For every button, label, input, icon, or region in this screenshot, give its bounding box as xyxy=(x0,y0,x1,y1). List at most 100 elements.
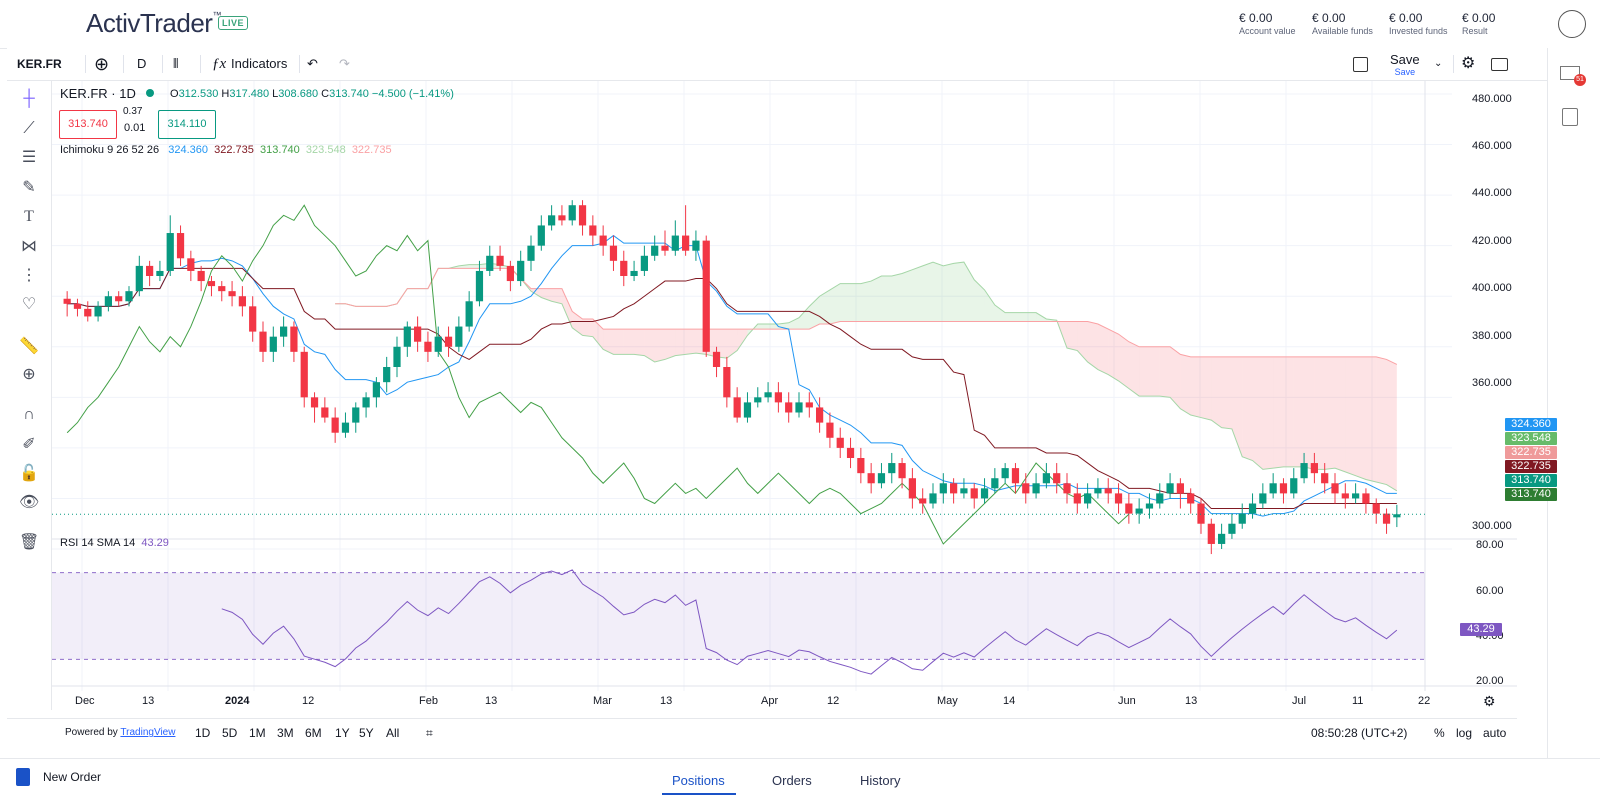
time-tick: Jul xyxy=(1292,695,1307,707)
candle-body xyxy=(919,498,927,504)
ichimoku-cloud xyxy=(1355,356,1366,480)
time-tick: May xyxy=(937,695,958,707)
ichimoku-cloud xyxy=(469,264,480,269)
candle-body xyxy=(259,331,267,352)
eye-icon[interactable]: 👁 xyxy=(19,494,40,511)
ichimoku-cloud xyxy=(551,288,562,304)
candle-body xyxy=(558,215,566,221)
candle-body xyxy=(960,488,968,494)
compare-add-icon[interactable]: ⊕ xyxy=(94,54,110,74)
ichimoku-cloud xyxy=(768,324,779,330)
range-5d[interactable]: 5D xyxy=(222,726,238,740)
candle-body xyxy=(774,392,782,403)
candle-body xyxy=(383,367,391,383)
rsi-band xyxy=(52,572,1425,660)
undo-icon[interactable]: ↶ xyxy=(307,56,318,71)
ichimoku-cloud xyxy=(1314,356,1325,470)
save-button[interactable]: Save Save xyxy=(1390,52,1420,77)
redo-icon[interactable]: ↷ xyxy=(339,56,350,71)
ichimoku-cloud xyxy=(685,329,696,355)
candle-body xyxy=(785,402,793,413)
ichimoku-cloud xyxy=(1180,354,1191,416)
ruler-icon[interactable]: 📏 xyxy=(19,338,39,355)
tab-history[interactable]: History xyxy=(860,773,901,788)
profile-icon[interactable] xyxy=(1558,10,1586,38)
candle-body xyxy=(743,402,752,418)
ichimoku-cloud xyxy=(726,329,738,359)
candle-body xyxy=(135,265,143,292)
layout-icon[interactable] xyxy=(1353,48,1368,80)
rsi-legend[interactable]: RSI 14 SMA 14 43.29 xyxy=(60,537,169,549)
candle-body xyxy=(1104,488,1112,494)
ichimoku-cloud xyxy=(788,317,799,330)
camera-icon[interactable] xyxy=(1491,48,1508,80)
range-1d[interactable]: 1D xyxy=(195,726,211,740)
news-icon[interactable] xyxy=(1562,108,1578,126)
trendline-icon[interactable]: ⟋ xyxy=(23,120,35,137)
chevron-down-icon[interactable]: ⌄ xyxy=(1434,58,1443,69)
log-toggle[interactable]: log xyxy=(1456,726,1473,740)
magnet-icon[interactable]: ∩ xyxy=(23,406,35,423)
ichimoku-cloud xyxy=(1242,356,1253,461)
candle-body xyxy=(444,336,453,347)
settings-icon[interactable]: ⚙ xyxy=(1483,693,1496,709)
range-3m[interactable]: 3M xyxy=(277,726,294,740)
stay-drawing-icon[interactable]: ✐ xyxy=(22,436,36,453)
chart-pane[interactable]: KER.FR · 1D O312.530 H317.480 L308.680 C… xyxy=(52,81,1557,710)
trash-icon[interactable]: 🗑 xyxy=(19,534,40,551)
indicators-icon[interactable]: ƒx xyxy=(212,56,227,72)
indicators-button[interactable]: Indicators xyxy=(231,56,288,71)
mail-icon[interactable] xyxy=(1560,66,1580,80)
text-icon[interactable]: T xyxy=(24,208,34,225)
time-tick: 14 xyxy=(1003,695,1016,707)
percent-toggle[interactable]: % xyxy=(1434,726,1445,740)
candle-body xyxy=(517,260,525,282)
tab-orders[interactable]: Orders xyxy=(772,773,812,788)
settings-icon[interactable]: ⚙ xyxy=(1461,55,1476,72)
clock-time[interactable]: 08:50:28 (UTC+2) xyxy=(1311,726,1408,740)
heart-icon[interactable]: ♡ xyxy=(21,296,37,313)
prediction-icon[interactable]: ⋮ xyxy=(21,267,37,284)
ichimoku-cloud xyxy=(1324,356,1335,470)
legend-title[interactable]: KER.FR · 1D xyxy=(60,86,136,101)
range-all[interactable]: All xyxy=(386,726,400,740)
auto-toggle[interactable]: auto xyxy=(1483,726,1507,740)
available-funds: € 0.00 Available funds xyxy=(1312,11,1373,36)
pattern-icon[interactable]: ⋈ xyxy=(21,238,37,255)
range-5y[interactable]: 5Y xyxy=(359,726,374,740)
candle-body xyxy=(1042,473,1050,484)
candle-body xyxy=(991,478,999,489)
zoom-icon[interactable]: ⊕ xyxy=(22,366,36,383)
fib-icon[interactable]: ☰ xyxy=(21,149,37,166)
buy-button[interactable]: 314.110 xyxy=(158,110,216,139)
price-chart[interactable] xyxy=(52,81,1517,710)
brand-logo[interactable]: ActivTrader™ xyxy=(86,8,221,38)
ichimoku-cloud xyxy=(634,329,645,356)
range-1m[interactable]: 1M xyxy=(249,726,266,740)
sell-button[interactable]: 313.740 xyxy=(59,110,117,139)
candle-body xyxy=(836,437,844,448)
candle-body xyxy=(475,270,484,302)
time-tick: 11 xyxy=(1352,695,1364,707)
rsi-tick: 20.00 xyxy=(1476,675,1504,687)
range-6m[interactable]: 6M xyxy=(305,726,322,740)
brush-icon[interactable]: ✎ xyxy=(22,179,36,196)
ichimoku-cloud xyxy=(1097,324,1109,375)
goto-date-icon[interactable]: ⌗ xyxy=(426,726,433,740)
ichimoku-legend[interactable]: Ichimoku 9 26 52 26 324.360 322.735 313.… xyxy=(60,144,392,156)
crosshair-icon[interactable]: ┼ xyxy=(23,90,35,107)
ichimoku-cloud xyxy=(1221,356,1232,429)
candle-body xyxy=(1187,493,1195,504)
symbol-search[interactable]: KER.FR xyxy=(17,57,62,71)
new-order-icon[interactable] xyxy=(16,768,30,786)
tab-positions[interactable]: Positions xyxy=(672,773,725,788)
candles-icon[interactable]: ⫴ xyxy=(173,56,179,71)
candle-body xyxy=(176,233,185,259)
interval-button[interactable]: D xyxy=(137,56,147,71)
price-tag-lagging: 313.740 xyxy=(1505,488,1557,501)
tradingview-link[interactable]: TradingView xyxy=(120,727,176,738)
new-order-button[interactable]: New Order xyxy=(43,770,102,784)
lock-icon[interactable]: 🔓 xyxy=(19,465,39,482)
range-1y[interactable]: 1Y xyxy=(335,726,350,740)
candle-body xyxy=(238,296,246,307)
